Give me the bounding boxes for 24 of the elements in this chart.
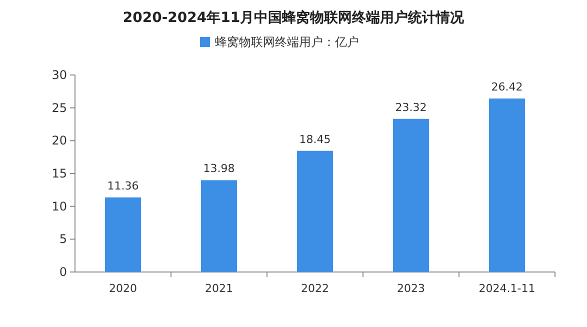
y-tick-label: 20 [52, 134, 67, 148]
y-tick-label: 0 [59, 265, 67, 279]
x-tick-label: 2022 [301, 282, 329, 295]
data-label: 11.36 [107, 179, 139, 192]
x-tick-label: 2024.1-11 [478, 282, 536, 295]
y-tick-label: 15 [52, 166, 67, 180]
bar [105, 197, 141, 272]
y-tick-label: 30 [52, 68, 67, 82]
x-tick-label: 2023 [397, 282, 425, 295]
x-tick-label: 2021 [205, 282, 233, 295]
bar [489, 98, 525, 272]
x-tick-label: 2020 [109, 282, 137, 295]
bar [201, 180, 237, 272]
data-label: 23.32 [395, 100, 427, 114]
y-tick-label: 25 [52, 100, 67, 115]
y-tick-label: 10 [52, 199, 67, 214]
data-label: 18.45 [299, 132, 331, 146]
data-label: 26.42 [491, 80, 523, 94]
y-tick-label: 5 [59, 232, 67, 246]
chart-title: 2020-2024年11月中国蜂窝物联网终端用户统计情况 [122, 9, 466, 26]
bar [297, 150, 333, 272]
bar [393, 118, 429, 272]
data-label: 13.98 [203, 162, 235, 176]
legend-label: 蜂窝物联网终端用户：亿户 [215, 35, 359, 49]
